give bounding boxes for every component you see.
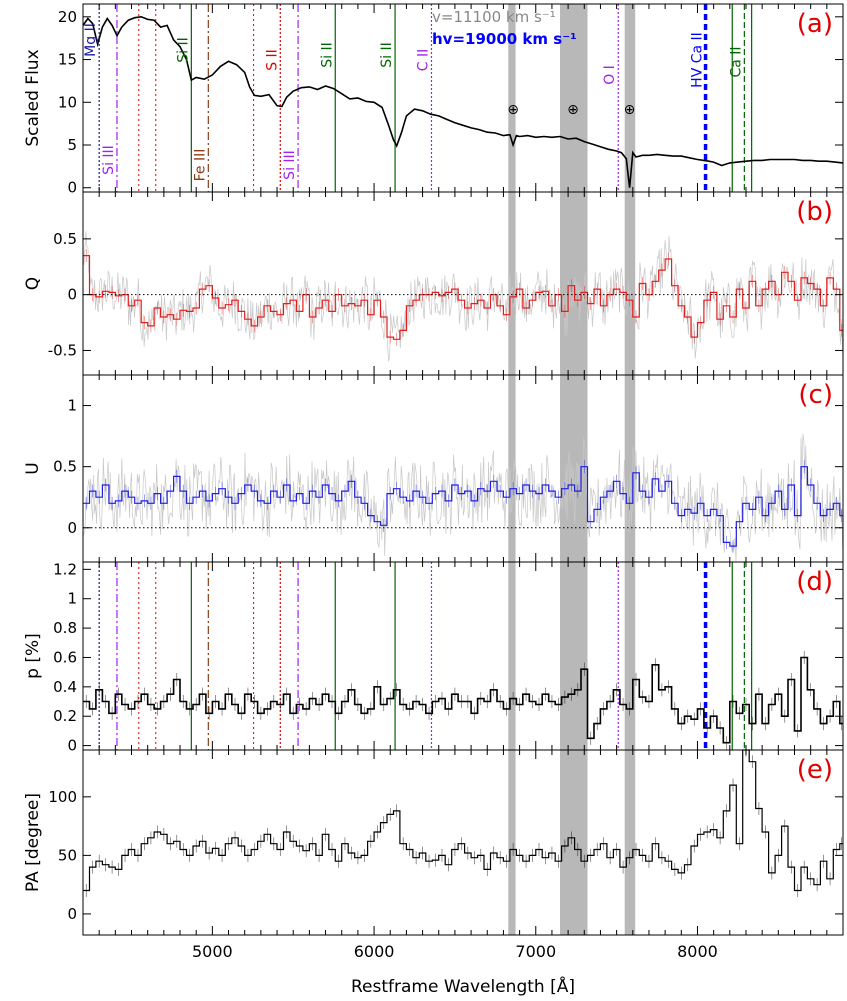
panel-frame-u (82, 374, 844, 563)
y-tick-label-q: 0.5 (53, 230, 77, 248)
axes-layer: 05101520-0.500.500.5100.20.40.60.811.205… (48, 3, 844, 936)
y-tick-label-u: 0 (67, 519, 77, 537)
panel-label-u: (c) (798, 380, 833, 410)
line-id-label-8: C II (415, 49, 431, 71)
series-line-u (83, 466, 843, 547)
series-line-p (83, 656, 843, 744)
y-tick-label-flux: 0 (67, 179, 77, 197)
x-axis-label: Restframe Wavelength [Å] (351, 975, 575, 997)
panel-label-p: (d) (796, 567, 833, 597)
y-axis-label-flux: Scaled Flux (23, 49, 43, 146)
y-tick-label-p: 1 (67, 590, 77, 608)
raw-noise-u (82, 433, 844, 563)
line-id-label-3: Fe III (192, 149, 208, 182)
y-tick-label-p: 0.2 (53, 707, 77, 725)
y-tick-label-p: 0.6 (53, 648, 77, 666)
line-id-label-11: Ca II (728, 46, 744, 77)
line-id-label-6: Si II (319, 42, 335, 67)
panel-label-flux: (a) (797, 9, 833, 39)
series-line-flux (82, 15, 844, 188)
y-tick-label-flux: 10 (58, 93, 77, 111)
labels-layer: Scaled Flux (a) Q (b) U (c) p [%] (d) PA [degree… (23, 8, 833, 997)
line-id-label-10: HV Ca II (690, 32, 706, 88)
y-tick-label-pa: 50 (58, 846, 77, 864)
series-line-q (83, 255, 843, 340)
y-tick-label-flux: 15 (58, 51, 77, 69)
y-axis-label-q: Q (23, 277, 43, 290)
line-id-label-4: S II (264, 49, 280, 71)
y-axis-label-pa: PA [degree] (23, 793, 43, 892)
y-tick-label-p: 0.8 (53, 619, 77, 637)
y-tick-label-flux: 5 (67, 136, 77, 154)
velocity-label: v=11100 km s⁻¹ (432, 8, 556, 26)
y-tick-label-pa: 0 (67, 905, 77, 923)
y-axis-label-p: p [%] (23, 633, 43, 679)
raw-noise-layer (82, 231, 844, 563)
x-tick-label: 7000 (515, 942, 556, 961)
panel-frame-q (82, 191, 844, 376)
y-tick-label-flux: 20 (58, 8, 77, 26)
y-tick-label-p: 0.4 (53, 678, 77, 696)
telluric-bands (508, 4, 636, 935)
y-tick-label-p: 0 (67, 737, 77, 755)
series-line-pa (83, 749, 843, 892)
y-axis-label-u: U (23, 462, 43, 474)
telluric-symbol-1: ⊕ (567, 102, 579, 118)
line-id-markers (98, 4, 753, 750)
x-tick-label: 6000 (354, 942, 395, 961)
hv-velocity-label: hv=19000 km s⁻¹ (432, 30, 577, 48)
y-tick-label-q: 0 (67, 286, 77, 304)
line-id-label-0: Mg II (83, 23, 99, 57)
y-tick-label-pa: 100 (48, 788, 77, 806)
panel-label-pa: (e) (797, 755, 833, 785)
x-tick-label: 5000 (192, 942, 233, 961)
telluric-band-2 (624, 4, 636, 935)
x-tick-label: 8000 (677, 942, 718, 961)
line-id-label-7: Si II (379, 42, 395, 67)
telluric-symbol-0: ⊕ (507, 102, 519, 118)
panel-label-q: (b) (796, 197, 833, 227)
y-tick-label-p: 1.2 (53, 560, 77, 578)
y-tick-label-u: 1 (67, 397, 77, 415)
panel-frame-pa (82, 749, 844, 936)
y-tick-label-q: -0.5 (48, 341, 77, 359)
line-id-label-1: Si III (101, 145, 117, 175)
line-id-label-9: O I (602, 65, 618, 85)
telluric-symbol-2: ⊕ (624, 102, 636, 118)
series-layer (82, 15, 844, 897)
telluric-band-0 (508, 4, 516, 935)
y-tick-label-u: 0.5 (53, 458, 77, 476)
line-id-label-2: Si II (175, 37, 191, 62)
raw-noise-q (82, 231, 844, 362)
line-id-label-5: Si III (282, 150, 298, 180)
